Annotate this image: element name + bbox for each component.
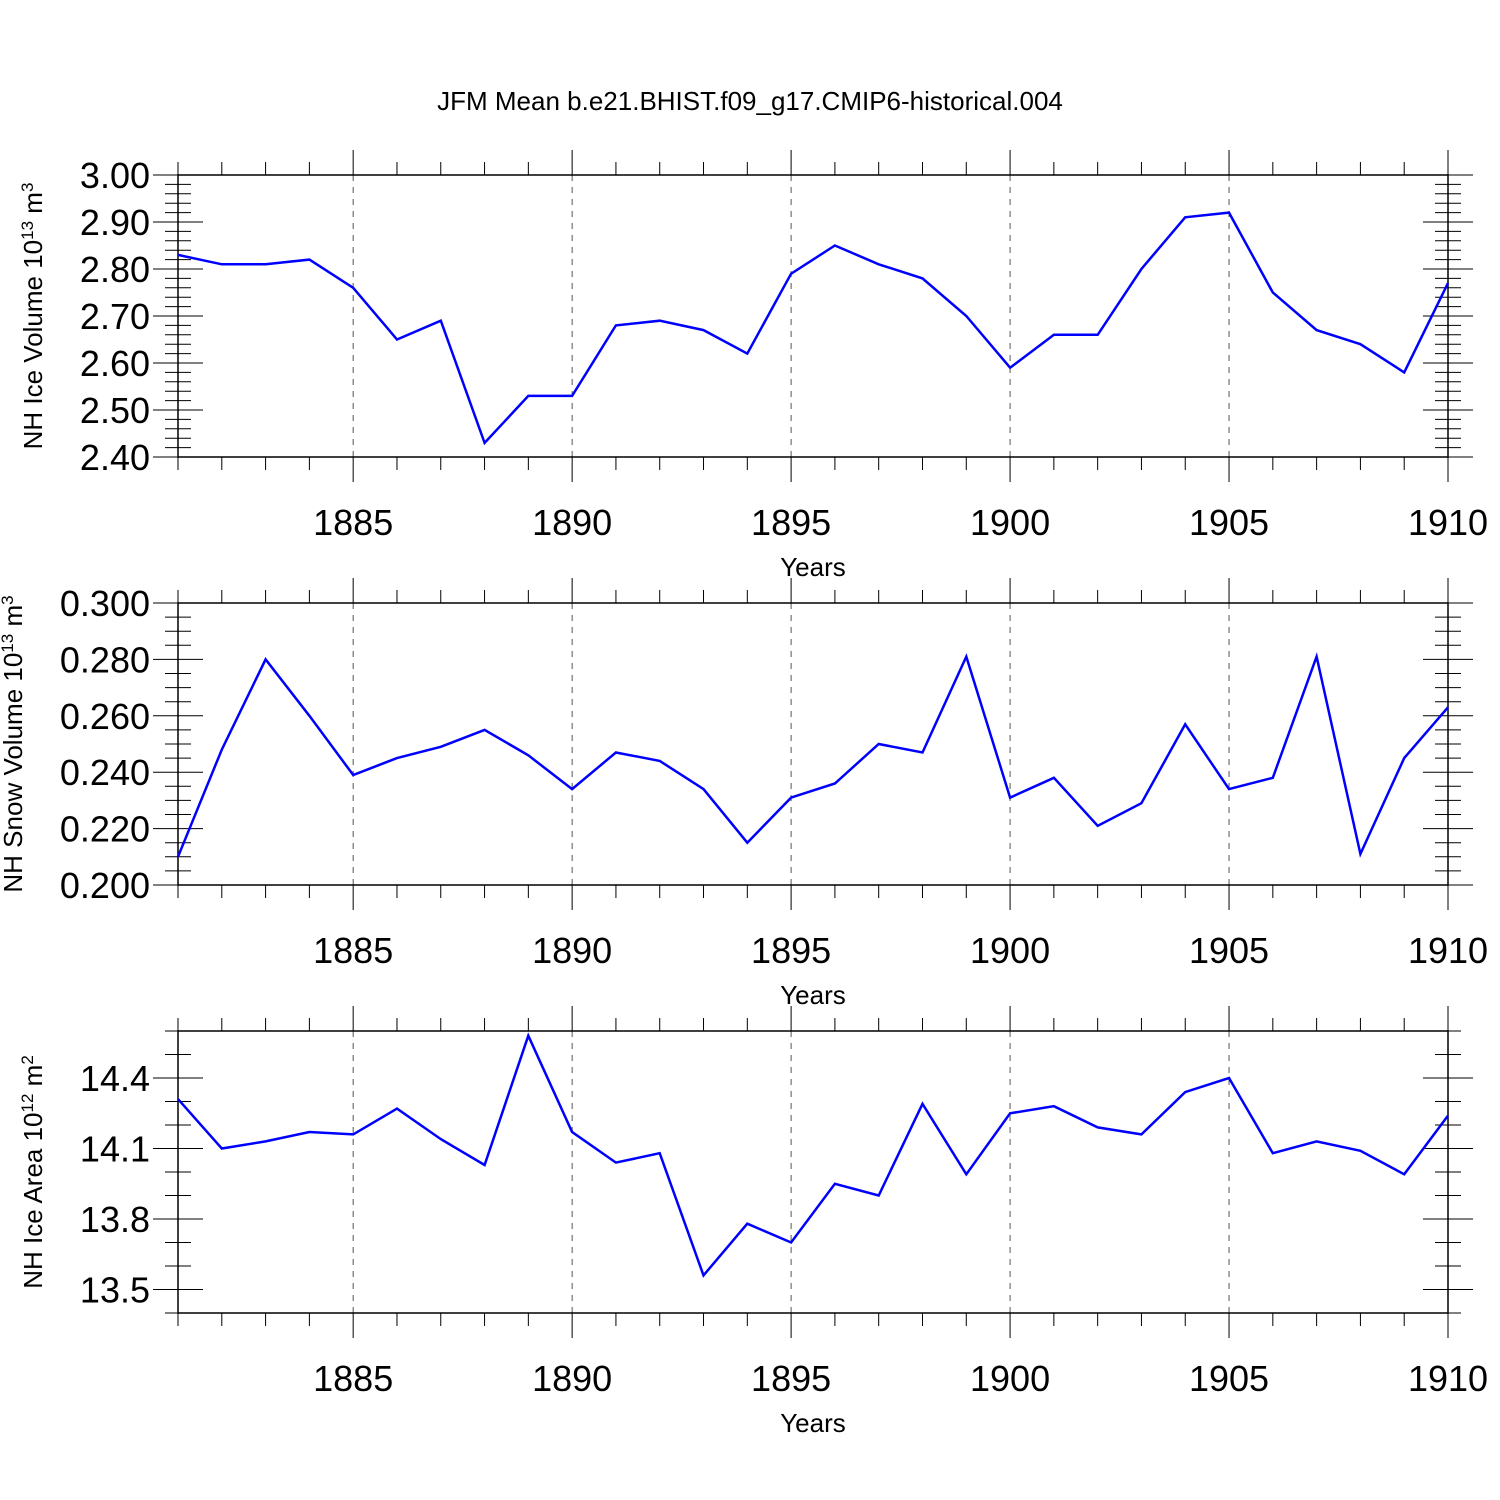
y-axis-title-superscript: 3 <box>0 595 17 604</box>
chart-title: JFM Mean b.e21.BHIST.f09_g17.CMIP6-histo… <box>437 86 1063 116</box>
y-axis-title-text: NH Ice Area 10 <box>18 1112 48 1288</box>
y-tick-label: 0.300 <box>60 583 150 624</box>
y-tick-label: 2.70 <box>80 296 150 337</box>
x-tick-label: 1905 <box>1189 930 1269 971</box>
y-tick-label: 0.220 <box>60 809 150 850</box>
y-tick-label: 2.40 <box>80 437 150 478</box>
panel-ice-volume: 2.40 2.50 2.60 2.70 2.80 2.90 3.00 1885 1890 1895… <box>18 150 1488 582</box>
y-tick-label: 0.260 <box>60 696 150 737</box>
x-axis-title: Years <box>780 980 846 1010</box>
plot-frame <box>177 1030 1449 1314</box>
x-tick-label: 1890 <box>532 502 612 543</box>
panels: 2.40 2.50 2.60 2.70 2.80 2.90 3.00 1885 1890 1895… <box>0 150 1488 1438</box>
y-axis-title-superscript: 3 <box>18 183 37 192</box>
x-tick-label: 1895 <box>751 1358 831 1399</box>
y-tick-label: 2.80 <box>80 249 150 290</box>
y-axis-title: NH Snow Volume 1013 m3 <box>0 595 28 892</box>
x-tick-label: 1900 <box>970 502 1050 543</box>
y-axis-title-superscript: 2 <box>18 1055 37 1064</box>
x-tick-label: 1895 <box>751 930 831 971</box>
series-line <box>177 211 1450 446</box>
x-tick-label: 1910 <box>1408 930 1488 971</box>
x-tick-label: 1885 <box>313 930 393 971</box>
y-tick-label: 14.1 <box>80 1129 150 1170</box>
y-axis-title-text: NH Snow Volume 10 <box>0 653 28 893</box>
y-tick-label: 0.200 <box>60 865 150 906</box>
y-axis-title-superscript: 13 <box>0 634 17 653</box>
x-tick-label: 1905 <box>1189 1358 1269 1399</box>
y-axis-title-text: m <box>18 1065 48 1094</box>
y-tick-label: 2.60 <box>80 343 150 384</box>
y-axis-title: NH Ice Volume 1013 m3 <box>18 183 49 450</box>
y-tick-label: 0.280 <box>60 639 150 680</box>
panel-snow-volume: 0.200 0.220 0.240 0.260 0.280 0.300 1885 1890 18… <box>0 578 1488 1010</box>
y-axis-title: NH Ice Area 1012 m2 <box>18 1055 49 1289</box>
panel-ice-area: 13.5 13.8 14.1 14.4 1885 1890 1895 1900 1905 1910… <box>18 1006 1488 1438</box>
x-tick-label: 1885 <box>313 1358 393 1399</box>
y-tick-label: 13.5 <box>80 1270 150 1311</box>
y-axis-title-text: m <box>0 605 28 634</box>
y-axis-title-text: NH Ice Volume 10 <box>18 240 48 450</box>
plot-frame <box>177 602 1449 886</box>
series-line <box>176 652 1449 858</box>
y-axis-title-superscript: 12 <box>18 1094 37 1113</box>
y-axis-title-superscript: 13 <box>18 221 37 240</box>
y-tick-label: 3.00 <box>80 155 150 196</box>
plot-frame <box>177 174 1449 458</box>
x-tick-label: 1905 <box>1189 502 1269 543</box>
x-axis-title: Years <box>780 552 846 582</box>
x-tick-label: 1910 <box>1408 1358 1488 1399</box>
y-tick-label: 2.50 <box>80 390 150 431</box>
x-tick-label: 1890 <box>532 930 612 971</box>
x-tick-label: 1900 <box>970 930 1050 971</box>
x-tick-label: 1895 <box>751 502 831 543</box>
y-tick-label: 2.90 <box>80 202 150 243</box>
x-tick-label: 1890 <box>532 1358 612 1399</box>
y-tick-label: 14.4 <box>80 1058 150 1099</box>
x-tick-label: 1885 <box>313 502 393 543</box>
x-tick-label: 1910 <box>1408 502 1488 543</box>
x-tick-label: 1900 <box>970 1358 1050 1399</box>
series-line <box>177 1032 1450 1278</box>
x-axis-title: Years <box>780 1408 846 1438</box>
y-tick-label: 0.240 <box>60 752 150 793</box>
y-tick-label: 13.8 <box>80 1199 150 1240</box>
y-axis-title-text: m <box>18 192 48 221</box>
